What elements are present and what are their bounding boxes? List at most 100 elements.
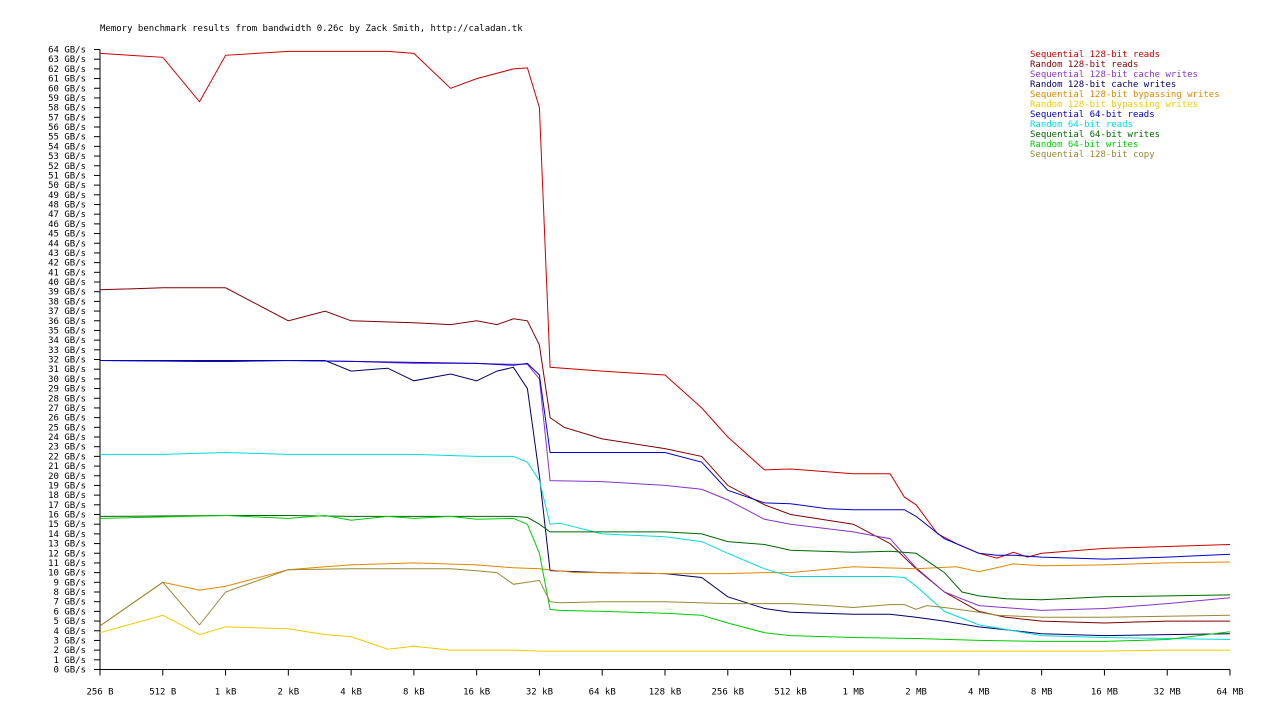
x-tick-label: 1 kB <box>215 688 237 698</box>
legend-entry-8: Random 64-bit reads <box>1030 120 1133 130</box>
y-tick-label: 28 GB/s <box>48 394 86 404</box>
y-tick-label: 26 GB/s <box>48 414 86 424</box>
legend-entry-6: Random 128-bit bypassing writes <box>1030 100 1198 110</box>
y-tick-label: 18 GB/s <box>48 491 86 501</box>
y-tick-label: 50 GB/s <box>48 181 86 191</box>
legend-entry-10: Random 64-bit writes <box>1030 140 1138 150</box>
y-tick-label: 20 GB/s <box>48 472 86 482</box>
y-tick-label: 51 GB/s <box>48 171 86 181</box>
y-tick-label: 43 GB/s <box>48 249 86 259</box>
y-tick-label: 11 GB/s <box>48 559 86 569</box>
x-tick-label: 64 MB <box>1216 688 1243 698</box>
y-tick-label: 10 GB/s <box>48 569 86 579</box>
x-tick-label: 1 MB <box>842 688 864 698</box>
y-tick-label: 45 GB/s <box>48 230 86 240</box>
x-tick-label: 256 kB <box>712 688 745 698</box>
series-line-2 <box>99 287 1230 624</box>
chart-axes: 0 GB/s1 GB/s2 GB/s3 GB/s4 GB/s5 GB/s6 GB… <box>48 46 1243 698</box>
legend-entry-7: Sequential 64-bit reads <box>1030 110 1155 120</box>
series-line-10 <box>99 514 1231 642</box>
y-tick-label: 36 GB/s <box>48 317 86 327</box>
chart-series <box>99 50 1231 652</box>
y-tick-label: 1 GB/s <box>53 656 86 666</box>
y-tick-label: 39 GB/s <box>48 288 86 298</box>
y-tick-label: 29 GB/s <box>48 385 86 395</box>
series-line-9 <box>99 515 1231 601</box>
y-tick-label: 42 GB/s <box>48 259 86 269</box>
legend-entry-1: Sequential 128-bit reads <box>1030 50 1160 60</box>
x-tick-label: 32 MB <box>1154 688 1181 698</box>
y-tick-label: 59 GB/s <box>48 94 86 104</box>
legend-entry-2: Random 128-bit reads <box>1030 60 1138 70</box>
y-tick-label: 15 GB/s <box>48 520 86 530</box>
y-tick-label: 41 GB/s <box>48 268 86 278</box>
y-tick-label: 64 GB/s <box>48 46 86 56</box>
y-tick-label: 32 GB/s <box>48 356 86 366</box>
x-tick-label: 64 kB <box>589 688 616 698</box>
y-tick-label: 34 GB/s <box>48 336 86 346</box>
x-tick-label: 16 kB <box>463 688 490 698</box>
y-tick-label: 44 GB/s <box>48 239 86 249</box>
y-tick-label: 52 GB/s <box>48 162 86 172</box>
x-tick-label: 512 kB <box>774 688 807 698</box>
y-tick-label: 7 GB/s <box>53 598 86 608</box>
y-tick-label: 17 GB/s <box>48 501 86 511</box>
y-tick-label: 53 GB/s <box>48 152 86 162</box>
y-tick-label: 25 GB/s <box>48 423 86 433</box>
x-tick-label: 256 B <box>86 688 113 698</box>
series-line-7 <box>100 360 1231 560</box>
y-tick-label: 21 GB/s <box>48 462 86 472</box>
y-tick-label: 35 GB/s <box>48 326 86 336</box>
series-line-8 <box>100 451 1231 640</box>
y-tick-label: 23 GB/s <box>48 443 86 453</box>
y-tick-label: 6 GB/s <box>53 607 86 617</box>
x-tick-label: 16 MB <box>1091 688 1118 698</box>
y-tick-label: 13 GB/s <box>48 540 86 550</box>
y-tick-label: 2 GB/s <box>53 646 86 656</box>
y-tick-label: 4 GB/s <box>53 627 86 637</box>
legend-entry-3: Sequential 128-bit cache writes <box>1030 70 1198 80</box>
y-tick-label: 27 GB/s <box>48 404 86 414</box>
y-tick-label: 37 GB/s <box>48 307 86 317</box>
y-tick-label: 47 GB/s <box>48 210 86 220</box>
series-line-11 <box>99 568 1231 627</box>
legend-entry-5: Sequential 128-bit bypassing writes <box>1030 90 1220 100</box>
y-tick-label: 14 GB/s <box>48 530 86 540</box>
x-tick-label: 2 MB <box>905 688 927 698</box>
legend-entry-11: Sequential 128-bit copy <box>1030 150 1155 160</box>
y-tick-label: 56 GB/s <box>48 123 86 133</box>
y-tick-label: 9 GB/s <box>53 578 86 588</box>
y-tick-label: 22 GB/s <box>48 452 86 462</box>
y-tick-label: 31 GB/s <box>48 365 86 375</box>
y-tick-label: 40 GB/s <box>48 278 86 288</box>
series-line-4 <box>99 360 1231 637</box>
x-tick-label: 8 MB <box>1031 688 1053 698</box>
x-tick-label: 4 kB <box>340 688 362 698</box>
y-tick-label: 19 GB/s <box>48 481 86 491</box>
chart-title: Memory benchmark results from bandwidth … <box>100 24 523 34</box>
x-tick-label: 8 kB <box>403 688 425 698</box>
y-tick-label: 58 GB/s <box>48 104 86 114</box>
y-tick-label: 8 GB/s <box>53 588 86 598</box>
y-tick-label: 12 GB/s <box>48 549 86 559</box>
y-tick-label: 49 GB/s <box>48 191 86 201</box>
y-tick-label: 46 GB/s <box>48 220 86 230</box>
series-line-6 <box>99 614 1230 652</box>
y-tick-label: 24 GB/s <box>48 433 86 443</box>
y-tick-label: 38 GB/s <box>48 297 86 307</box>
y-tick-label: 5 GB/s <box>53 617 86 627</box>
y-tick-label: 30 GB/s <box>48 375 86 385</box>
y-tick-label: 62 GB/s <box>48 65 86 75</box>
y-tick-label: 57 GB/s <box>48 113 86 123</box>
y-tick-label: 3 GB/s <box>53 636 86 646</box>
x-tick-label: 32 kB <box>526 688 553 698</box>
y-tick-label: 54 GB/s <box>48 142 86 152</box>
y-tick-label: 0 GB/s <box>53 666 86 676</box>
series-line-3 <box>99 359 1231 611</box>
x-tick-label: 128 kB <box>649 688 682 698</box>
y-tick-label: 48 GB/s <box>48 201 86 211</box>
legend-entry-4: Random 128-bit cache writes <box>1030 80 1176 90</box>
y-tick-label: 16 GB/s <box>48 511 86 521</box>
